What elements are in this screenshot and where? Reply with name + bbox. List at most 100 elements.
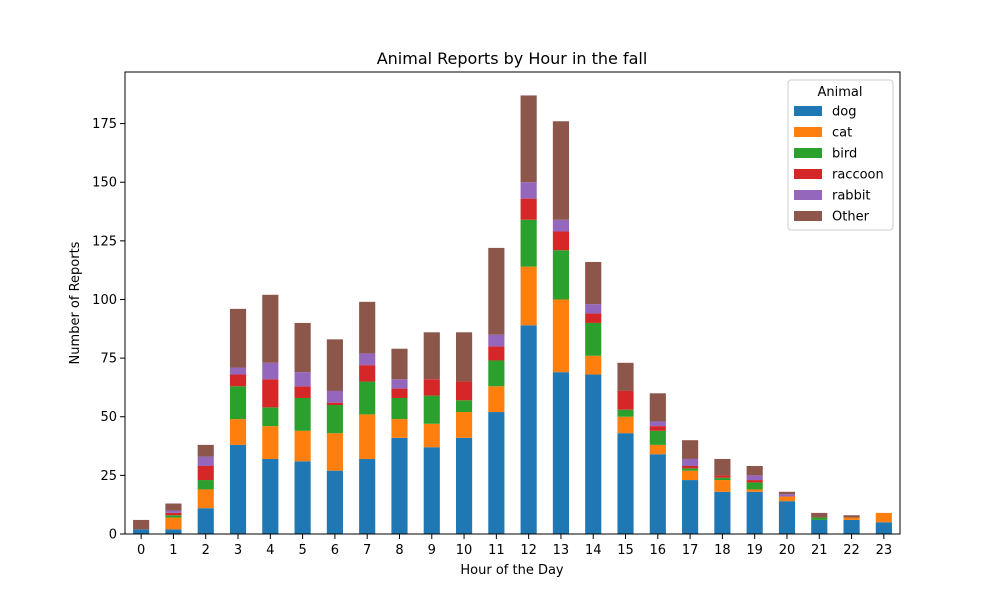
bar-bird-hour-8 bbox=[391, 397, 408, 420]
x-tick-label: 3 bbox=[234, 543, 242, 558]
x-tick-label: 23 bbox=[876, 543, 893, 558]
legend-label-dog: dog bbox=[832, 105, 856, 120]
x-tick-label: 4 bbox=[266, 543, 274, 558]
bar-cat-hour-9 bbox=[423, 423, 440, 448]
bar-bird-hour-9 bbox=[423, 395, 440, 424]
bar-raccoon-hour-16 bbox=[649, 426, 666, 431]
x-axis-title: Hour of the Day bbox=[460, 563, 564, 578]
bar-dog-hour-19 bbox=[746, 491, 763, 534]
bar-bird-hour-17 bbox=[682, 468, 699, 471]
x-tick-label: 7 bbox=[363, 543, 371, 558]
x-tick-label: 13 bbox=[553, 543, 570, 558]
bar-other-hour-16 bbox=[649, 393, 666, 422]
x-tick-label: 8 bbox=[395, 543, 403, 558]
y-tick-label: 0 bbox=[109, 528, 117, 543]
bar-raccoon-hour-3 bbox=[229, 374, 247, 387]
legend-swatch-dog bbox=[794, 106, 822, 116]
x-tick-label: 5 bbox=[298, 543, 306, 558]
legend-swatch-rabbit bbox=[794, 190, 822, 200]
bar-rabbit-hour-14 bbox=[585, 304, 602, 314]
bar-cat-hour-19 bbox=[746, 489, 763, 492]
bar-cat-hour-22 bbox=[843, 517, 860, 520]
bars-layer bbox=[133, 95, 892, 534]
bar-cat-hour-17 bbox=[682, 470, 699, 481]
bar-raccoon-hour-19 bbox=[746, 480, 763, 483]
y-axis-title: Number of Reports bbox=[68, 241, 83, 364]
bar-other-hour-1 bbox=[165, 503, 182, 511]
y-axis: 0 25 50 75 100 125 150 175 bbox=[92, 117, 125, 543]
bar-other-hour-5 bbox=[294, 322, 311, 373]
x-tick-label: 12 bbox=[520, 543, 537, 558]
legend-label-raccoon: raccoon bbox=[832, 168, 884, 183]
x-tick-label: 19 bbox=[746, 543, 763, 558]
bar-raccoon-hour-2 bbox=[197, 465, 214, 481]
x-axis: 0 1 2 3 4 5 6 7 8 9 10 11 12 13 14 15 16 17 18 19 20 21 22 23 bbox=[137, 534, 892, 558]
bar-bird-hour-4 bbox=[262, 407, 279, 427]
bar-other-hour-21 bbox=[811, 512, 828, 518]
legend-swatch-cat bbox=[794, 127, 822, 137]
bar-dog-hour-23 bbox=[875, 522, 892, 534]
bar-dog-hour-17 bbox=[682, 480, 699, 534]
plot-frame bbox=[124, 71, 901, 535]
bar-rabbit-hour-16 bbox=[649, 421, 666, 427]
bar-cat-hour-23 bbox=[875, 512, 892, 523]
bar-bird-hour-15 bbox=[617, 409, 634, 417]
x-tick-label: 22 bbox=[843, 543, 860, 558]
bar-bird-hour-21 bbox=[811, 517, 828, 520]
bar-cat-hour-4 bbox=[262, 426, 279, 459]
y-tick-label: 150 bbox=[92, 176, 117, 191]
bar-raccoon-hour-1 bbox=[165, 512, 182, 516]
bar-bird-hour-12 bbox=[520, 219, 537, 267]
x-tick-label: 10 bbox=[456, 543, 473, 558]
bar-raccoon-hour-8 bbox=[391, 388, 408, 398]
bar-cat-hour-18 bbox=[714, 480, 731, 492]
bar-dog-hour-5 bbox=[294, 461, 311, 534]
y-tick-label: 125 bbox=[92, 234, 117, 249]
legend-label-bird: bird bbox=[832, 147, 857, 162]
bar-dog-hour-14 bbox=[585, 374, 602, 534]
bar-other-hour-0 bbox=[133, 519, 150, 530]
bar-other-hour-19 bbox=[746, 465, 763, 476]
x-tick-label: 11 bbox=[488, 543, 505, 558]
bar-dog-hour-11 bbox=[488, 412, 505, 534]
bar-cat-hour-2 bbox=[197, 489, 214, 509]
bar-other-hour-20 bbox=[778, 491, 796, 495]
bar-bird-hour-10 bbox=[455, 400, 473, 413]
x-tick-label: 9 bbox=[428, 543, 436, 558]
bar-other-hour-12 bbox=[520, 95, 537, 183]
x-tick-label: 16 bbox=[650, 543, 667, 558]
bar-bird-hour-2 bbox=[197, 480, 214, 490]
x-tick-label: 6 bbox=[331, 543, 339, 558]
x-tick-label: 18 bbox=[714, 543, 731, 558]
bar-bird-hour-11 bbox=[488, 360, 505, 387]
bar-cat-hour-13 bbox=[552, 299, 570, 373]
x-tick-label: 17 bbox=[682, 543, 699, 558]
legend-swatch-other bbox=[794, 211, 822, 221]
legend-items: dog cat bird raccoon rabbit Other bbox=[794, 105, 884, 225]
bar-bird-hour-7 bbox=[359, 381, 376, 415]
y-tick-label: 100 bbox=[92, 293, 117, 308]
y-tick-label: 75 bbox=[100, 352, 117, 367]
x-tick-label: 15 bbox=[617, 543, 634, 558]
bar-raccoon-hour-5 bbox=[294, 386, 311, 398]
legend-title: Animal bbox=[818, 85, 863, 100]
bar-rabbit-hour-17 bbox=[682, 458, 699, 466]
bar-dog-hour-15 bbox=[617, 433, 634, 534]
bar-dog-hour-13 bbox=[552, 372, 570, 534]
bar-rabbit-hour-13 bbox=[552, 219, 570, 232]
bar-cat-hour-20 bbox=[778, 496, 796, 502]
bar-dog-hour-16 bbox=[649, 454, 666, 534]
bar-other-hour-4 bbox=[262, 294, 279, 363]
bar-rabbit-hour-6 bbox=[326, 390, 343, 403]
bar-cat-hour-12 bbox=[520, 266, 537, 326]
bar-rabbit-hour-3 bbox=[229, 367, 247, 375]
y-tick-label: 25 bbox=[100, 469, 117, 484]
bar-bird-hour-16 bbox=[649, 430, 666, 445]
bar-dog-hour-22 bbox=[843, 519, 860, 534]
x-tick-label: 14 bbox=[585, 543, 602, 558]
bar-bird-hour-14 bbox=[585, 322, 602, 356]
bar-raccoon-hour-7 bbox=[359, 365, 376, 382]
legend-label-cat: cat bbox=[832, 126, 852, 141]
bar-cat-hour-14 bbox=[585, 355, 602, 375]
